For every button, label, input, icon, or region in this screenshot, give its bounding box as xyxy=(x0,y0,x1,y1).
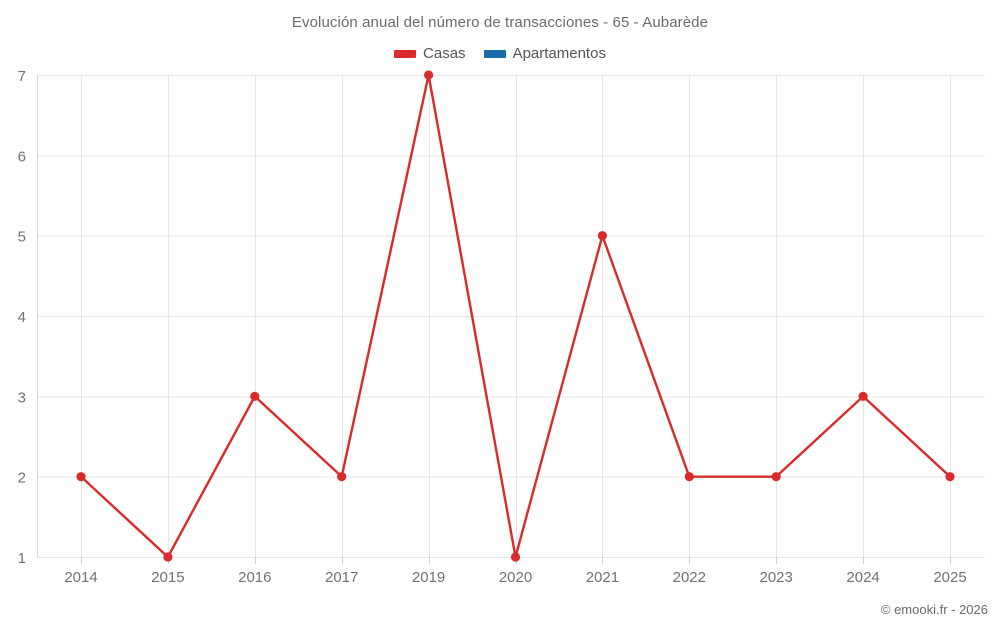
chart-legend: Casas Apartamentos xyxy=(0,45,1000,62)
x-axis-tick-label: 2023 xyxy=(760,569,793,586)
data-point-marker[interactable] xyxy=(945,472,955,482)
data-point-marker[interactable] xyxy=(597,231,608,241)
y-axis-tick-label: 5 xyxy=(18,229,26,246)
legend-item-apartamentos[interactable]: Apartamentos xyxy=(483,45,606,62)
legend-swatch-casas-icon xyxy=(394,49,417,58)
x-axis-tick-label: 2017 xyxy=(325,569,358,586)
data-point-marker[interactable] xyxy=(510,552,521,562)
x-axis-tick-label: 2025 xyxy=(933,569,966,586)
x-axis-tick-label: 2020 xyxy=(499,569,532,586)
x-axis-tick-label: 2022 xyxy=(673,569,706,586)
legend-label-casas: Casas xyxy=(423,45,466,62)
legend-item-casas[interactable]: Casas xyxy=(394,45,466,62)
y-axis-tick-label: 7 xyxy=(18,68,26,85)
data-point-marker[interactable] xyxy=(771,472,781,482)
series-layer xyxy=(76,70,955,562)
y-axis-tick-label: 1 xyxy=(18,550,26,567)
x-axis-tick-label: 2024 xyxy=(846,569,879,586)
legend-swatch-apartamentos-icon xyxy=(483,49,506,58)
axis-layer xyxy=(37,75,951,564)
y-axis-labels: 1 2 3 4 5 6 7 xyxy=(18,68,26,567)
y-axis-tick-label: 3 xyxy=(18,389,26,406)
y-axis-tick-label: 4 xyxy=(18,309,26,326)
data-point-marker[interactable] xyxy=(424,70,434,80)
y-axis-tick-label: 6 xyxy=(18,148,26,165)
x-axis-tick-label: 2019 xyxy=(412,569,445,586)
data-point-marker[interactable] xyxy=(337,472,347,482)
legend-label-apartamentos: Apartamentos xyxy=(512,45,606,62)
grid-layer xyxy=(37,75,985,558)
x-axis-tick-label: 2014 xyxy=(64,569,97,586)
x-axis-tick-label: 2015 xyxy=(151,569,184,586)
x-axis-labels: 2014 2015 2016 2017 2019 2020 2021 2022 2023 2024… xyxy=(64,569,966,586)
page-title: Evolución anual del número de transaccio… xyxy=(291,14,709,31)
data-point-marker[interactable] xyxy=(76,472,86,482)
y-axis-tick-label: 2 xyxy=(18,470,26,487)
x-axis-tick-label: 2016 xyxy=(238,569,271,586)
copyright-credit: © emooki.fr - 2026 xyxy=(880,602,988,617)
x-axis-tick-label: 2021 xyxy=(586,569,619,586)
data-point-marker[interactable] xyxy=(858,391,868,401)
data-point-marker[interactable] xyxy=(250,391,260,401)
data-point-marker[interactable] xyxy=(684,472,694,482)
data-point-marker[interactable] xyxy=(163,552,173,562)
